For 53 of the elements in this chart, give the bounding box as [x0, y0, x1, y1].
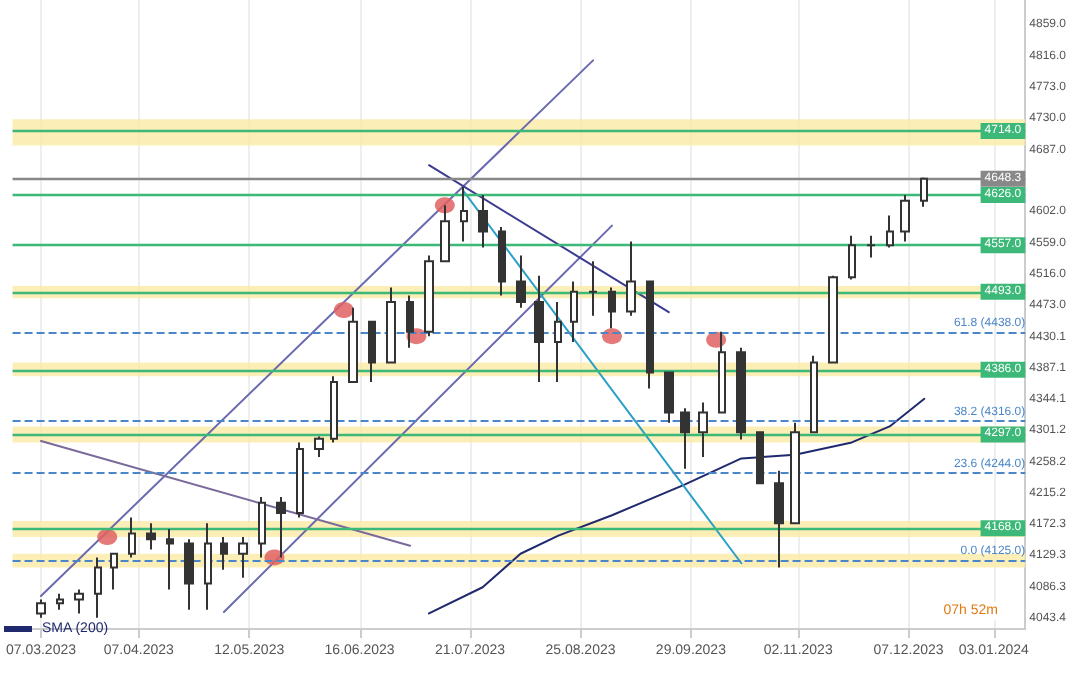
candlestick	[790, 421, 800, 525]
candlestick	[588, 260, 598, 317]
candlestick	[238, 536, 248, 579]
candlestick	[866, 234, 876, 259]
point	[333, 302, 354, 318]
candlestick	[146, 522, 156, 551]
candlestick	[718, 330, 726, 414]
candlestick	[900, 194, 910, 243]
candlestick	[56, 592, 64, 611]
point	[97, 529, 118, 546]
candlestick	[570, 280, 578, 344]
candlestick	[314, 435, 324, 458]
candlestick	[756, 431, 764, 485]
candlestick	[348, 306, 358, 384]
candlestick	[296, 441, 304, 519]
candlestick	[646, 280, 654, 390]
candlestick	[554, 300, 562, 384]
candlestick	[774, 469, 784, 569]
candlestick	[368, 320, 376, 384]
candlestick	[424, 254, 434, 338]
candlestick	[110, 552, 118, 591]
candlestick	[440, 204, 450, 263]
candlestick	[810, 354, 818, 434]
candlestick	[698, 401, 708, 458]
candlestick	[680, 407, 690, 470]
candlestick	[534, 274, 544, 384]
candlestick	[828, 274, 838, 364]
candlestick	[460, 186, 468, 243]
candlestick	[626, 240, 636, 317]
candlestick	[478, 194, 488, 249]
candlestick	[516, 254, 526, 309]
candlestick	[74, 588, 84, 615]
candlestick	[204, 522, 212, 611]
candlestick	[184, 538, 194, 611]
candlestick	[498, 226, 506, 297]
candlestick	[276, 496, 286, 559]
candlestick	[920, 176, 928, 208]
point	[434, 197, 455, 214]
candlestick	[258, 496, 266, 559]
candlestick	[166, 528, 174, 591]
candlestick	[406, 294, 414, 349]
line-series	[428, 397, 926, 615]
candlestick	[36, 598, 46, 619]
candlestick	[886, 214, 894, 249]
candlestick	[220, 536, 228, 571]
candlestick	[128, 516, 136, 559]
candlestick	[848, 234, 856, 281]
candlestick	[94, 556, 102, 619]
candlestick	[736, 346, 746, 441]
candlestick	[386, 286, 396, 364]
candlestick	[664, 371, 674, 424]
candlestick	[330, 375, 338, 444]
candlestick	[608, 286, 616, 330]
